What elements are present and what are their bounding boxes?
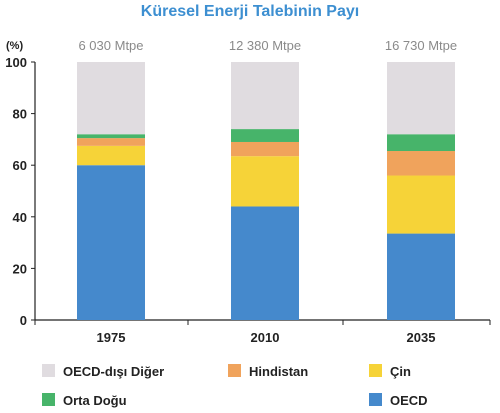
x-category-label: 1975	[97, 330, 126, 345]
bar-total-label: 12 380 Mtpe	[229, 38, 301, 53]
legend-swatch	[228, 364, 241, 377]
bar-total-label: 6 030 Mtpe	[78, 38, 143, 53]
bar-segment-oecd-2010	[231, 206, 299, 320]
bar-segment-oecd-2035	[387, 233, 455, 320]
legend-swatch	[42, 364, 55, 377]
bar-segment-oecd-dışı-diğer-2010	[231, 62, 299, 130]
bar-segment-çin-2010	[231, 156, 299, 207]
legend-label: Orta Doğu	[63, 393, 127, 408]
bar-segment-çin-2035	[387, 175, 455, 234]
bar-segment-hindistan-2010	[231, 141, 299, 157]
y-tick-label: 60	[13, 158, 27, 173]
y-tick-label: 0	[20, 313, 27, 328]
bar-total-label: 16 730 Mtpe	[385, 38, 457, 53]
bar-segment-oecd-1975	[77, 165, 145, 320]
bar-segment-oecd-dışı-diğer-2035	[387, 62, 455, 135]
y-tick-label: 40	[13, 210, 27, 225]
legend-swatch	[42, 393, 55, 406]
bar-segment-orta-doğu-1975	[77, 134, 145, 139]
legend: OECD-dışı Diğer Hindistan Çin Orta Doğu OECD	[42, 364, 428, 408]
bar-segment-orta-doğu-2010	[231, 129, 299, 142]
bar-segment-hindistan-2035	[387, 151, 455, 176]
legend-swatch	[369, 393, 382, 406]
plot-area: 0 20 40 60 80 100 1975 6 030 Mtpe 2010 12 380 Mtp…	[5, 38, 491, 345]
y-tick-label: 20	[13, 261, 27, 276]
legend-swatch	[369, 364, 382, 377]
legend-label: Çin	[390, 364, 411, 379]
legend-label: OECD	[390, 393, 428, 408]
legend-label: Hindistan	[249, 364, 308, 379]
legend-label: OECD-dışı Diğer	[63, 364, 164, 379]
x-category-label: 2035	[407, 330, 436, 345]
x-category-label: 2010	[251, 330, 280, 345]
bar-segment-oecd-dışı-diğer-1975	[77, 62, 145, 135]
bar-segment-hindistan-1975	[77, 138, 145, 146]
chart-title: Küresel Enerji Talebinin Payı	[141, 3, 359, 20]
y-tick-label: 80	[13, 107, 27, 122]
bar-segment-orta-doğu-2035	[387, 134, 455, 152]
bar-segment-çin-1975	[77, 145, 145, 166]
y-axis-unit: (%)	[6, 40, 23, 52]
y-tick-label: 100	[5, 55, 27, 70]
